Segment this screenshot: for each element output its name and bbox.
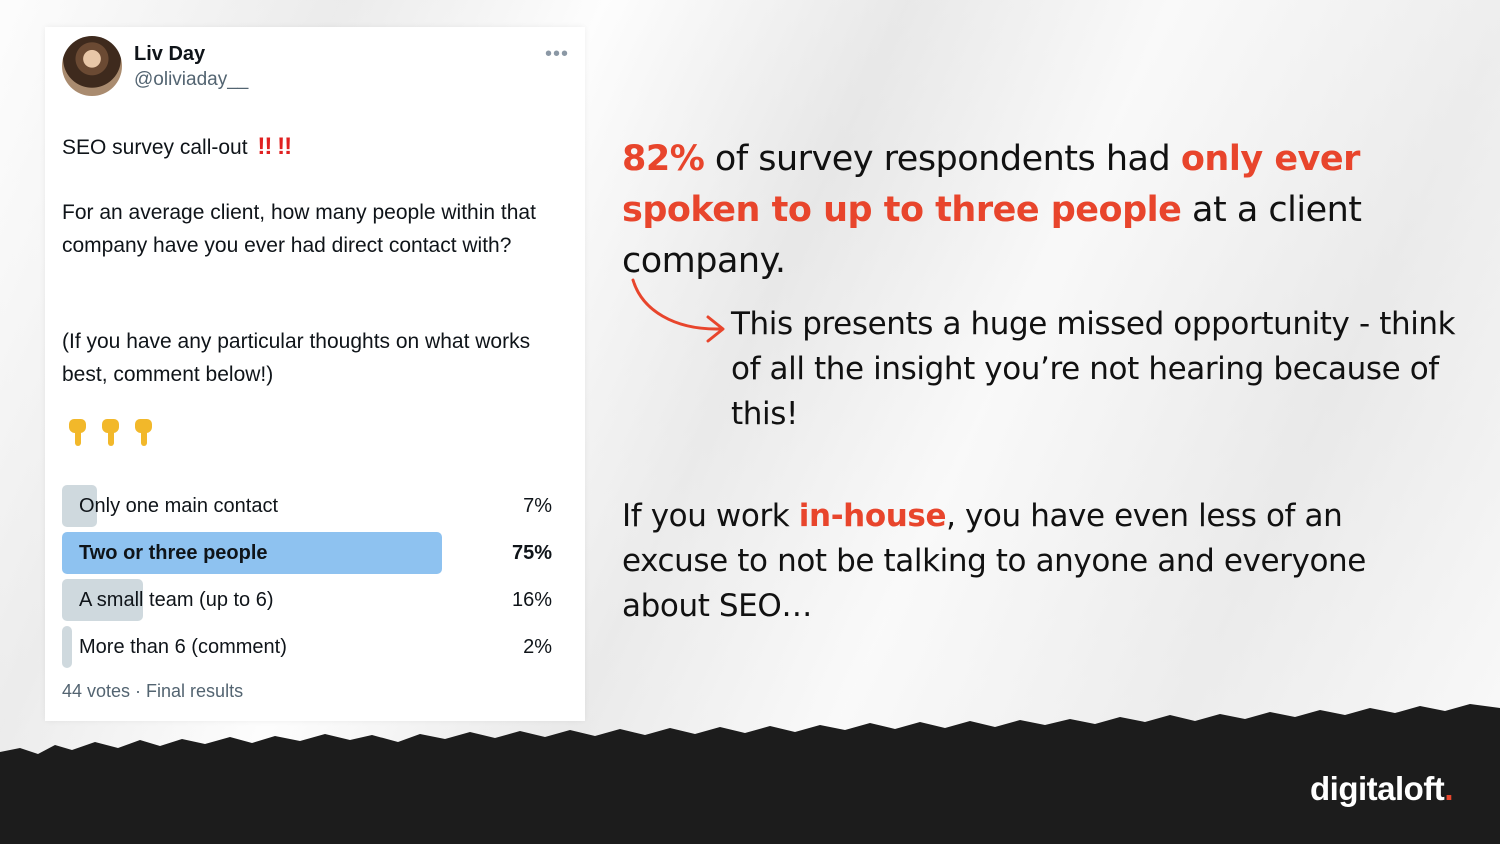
tweet-intro-text: SEO survey call-out <box>62 136 248 159</box>
poll-option-label: A small team (up to 6) <box>79 589 274 611</box>
poll-option-percent: 7% <box>523 495 552 517</box>
pointing-down-icons <box>65 417 158 447</box>
poll-bar <box>62 532 442 574</box>
poll-option-winner: Two or three people 75% <box>62 532 552 574</box>
pointing-down-hand-icon <box>131 417 158 447</box>
poll-option-label: Two or three people <box>79 542 268 564</box>
author-name[interactable]: Liv Day <box>134 43 206 65</box>
avatar[interactable] <box>62 36 122 96</box>
poll-option-label: More than 6 (comment) <box>79 636 287 658</box>
curved-arrow-icon <box>631 278 725 343</box>
tweet-question: For an average client, how many people w… <box>62 201 536 257</box>
tweet-note: (If you have any particular thoughts on … <box>62 330 531 386</box>
pointing-down-hand-icon <box>98 417 125 447</box>
headline-highlight: only ever spoken to up to three people <box>622 139 1360 230</box>
inhouse-text-start: If you work <box>622 498 799 534</box>
brand-name: digitaloft <box>1310 770 1445 807</box>
author-handle[interactable]: @oliviaday__ <box>134 69 249 90</box>
poll-meta: 44 votes · Final results <box>62 681 244 701</box>
insight-text: This presents a huge missed opportunity … <box>731 306 1456 432</box>
tweet-card: Liv Day @oliviaday__ ••• SEO survey call… <box>45 27 585 721</box>
brand-logo: digitaloft. <box>1310 770 1453 808</box>
poll-option: A small team (up to 6) 16% <box>62 579 552 621</box>
pointing-down-hand-icon <box>65 417 92 447</box>
torn-footer <box>0 704 1500 844</box>
headline-text-end: at a client company. <box>622 190 1362 281</box>
poll-option-percent: 16% <box>511 589 552 611</box>
poll-option-percent: 2% <box>523 636 552 658</box>
poll-bar <box>62 626 72 668</box>
double-exclamation-icon: !! !! <box>257 133 292 160</box>
poll-option-label: Only one main contact <box>79 495 278 517</box>
poll-option: Only one main contact 7% <box>62 485 552 527</box>
inhouse-text: If you work in-house, you have even less… <box>622 494 1412 629</box>
tweet-intro: SEO survey call-out !! !! <box>62 133 292 161</box>
poll-option: More than 6 (comment) 2% <box>62 626 552 668</box>
headline: 82% of survey respondents had only ever … <box>622 134 1472 287</box>
more-icon[interactable]: ••• <box>545 43 570 65</box>
headline-text: of survey respondents had <box>704 139 1181 179</box>
inhouse-text-end: , you have even less of an excuse to not… <box>622 498 1366 624</box>
brand-dot: . <box>1444 770 1453 807</box>
poll-option-percent: 75% <box>511 542 552 564</box>
inhouse-highlight: in-house <box>798 498 947 534</box>
poll-bar <box>62 485 97 527</box>
poll-bar <box>62 579 143 621</box>
headline-stat: 82% <box>622 139 705 179</box>
